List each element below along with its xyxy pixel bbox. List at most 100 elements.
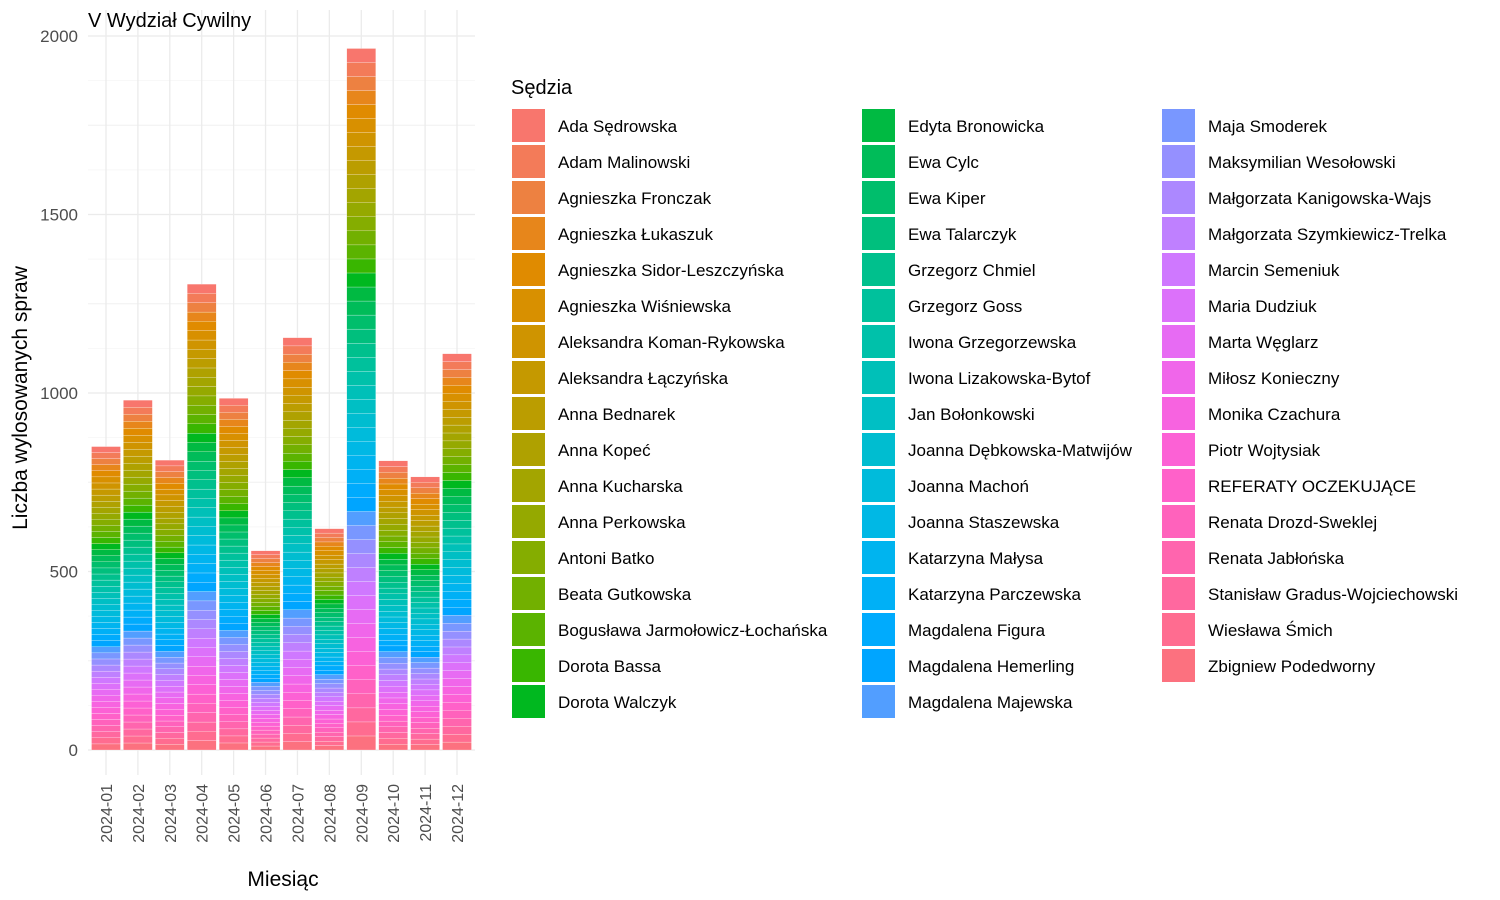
bar-segment	[282, 387, 313, 396]
bar-segment	[346, 721, 376, 737]
bar-segment	[123, 441, 153, 450]
bar-segment	[123, 644, 153, 653]
bar-segment	[91, 543, 121, 550]
bar-segment	[155, 564, 185, 571]
bar-segment	[378, 495, 408, 502]
bar-segment	[346, 609, 376, 624]
bar-segment	[187, 684, 217, 695]
bar-segment	[314, 741, 344, 746]
legend-item: Bogusława Jarmołowicz-Łochańska	[512, 613, 828, 646]
bar-segment	[123, 693, 153, 702]
bar-segment	[187, 377, 217, 387]
legend-item: Antoni Batko	[512, 541, 654, 574]
bar-segment	[314, 723, 344, 728]
legend-swatch	[862, 109, 895, 142]
bar-segment	[378, 680, 408, 687]
bar-segment	[187, 479, 217, 490]
bar-segment	[314, 683, 344, 689]
bar-segment	[282, 370, 313, 380]
x-tick-label: 2024-04	[195, 784, 212, 843]
bar-segment	[219, 581, 249, 589]
bar-segment	[91, 573, 121, 581]
bar-segment	[91, 494, 121, 502]
bar-segment	[123, 407, 153, 415]
bar-segment	[282, 485, 313, 495]
bar-segment	[219, 538, 249, 547]
bar-segment	[314, 648, 344, 653]
bar-segment	[187, 311, 217, 322]
bar-segment	[442, 520, 472, 529]
legend-label: Maksymilian Wesołowski	[1208, 153, 1396, 172]
bars	[91, 48, 472, 751]
bar-segment	[346, 230, 376, 246]
bar-segment	[91, 719, 121, 726]
bar-segment	[250, 694, 281, 699]
bar-segment	[442, 488, 472, 497]
bar-segment	[91, 683, 121, 690]
bar-segment	[155, 593, 185, 600]
bar-segment	[250, 614, 281, 619]
bar-segment	[442, 599, 472, 608]
bar-segment	[155, 575, 185, 582]
bar-segment	[91, 610, 121, 617]
bar-segment	[410, 738, 440, 745]
y-tick-label: 500	[50, 563, 78, 582]
bar-segment	[442, 496, 472, 505]
bar-segment	[91, 664, 121, 672]
bar-segment	[250, 686, 281, 691]
bar-segment	[314, 656, 344, 662]
bar-segment	[410, 515, 440, 521]
bar-segment	[219, 658, 249, 666]
bar-segment	[378, 639, 408, 647]
bar-segment	[378, 576, 408, 583]
bar-segment	[250, 658, 281, 663]
bar-segment	[91, 592, 121, 599]
bar-segment	[378, 692, 408, 699]
bar-segment	[187, 712, 217, 723]
bar-segment	[123, 602, 153, 611]
bar-segment	[155, 697, 185, 704]
legend-label: Katarzyna Parczewska	[908, 585, 1081, 604]
bar-segment	[250, 642, 281, 647]
legend-swatch	[512, 541, 545, 574]
bar-segment	[442, 734, 472, 743]
x-axis-label: Miesiąc	[247, 868, 318, 891]
legend-label: Aleksandra Koman-Rykowska	[558, 333, 785, 352]
bar-segment	[123, 686, 153, 695]
y-axis: 0 500 1000 1500 2000	[40, 27, 78, 760]
bar-segment	[410, 493, 440, 499]
bar-segment	[123, 539, 153, 548]
legend-item: Zbigniew Podedworny	[1162, 649, 1376, 682]
legend-swatch	[512, 325, 545, 358]
legend-swatch	[862, 685, 895, 718]
bar-segment	[91, 549, 121, 556]
bar-2024-10	[378, 460, 408, 751]
bar-segment	[378, 541, 408, 548]
bar-segment	[346, 595, 376, 610]
bar-segment	[250, 558, 281, 563]
bar-segment	[346, 300, 376, 316]
bar-segment	[314, 705, 344, 711]
bar-segment	[123, 497, 153, 506]
bar-segment	[442, 686, 472, 695]
bar-segment	[187, 293, 217, 303]
bar-segment	[282, 337, 313, 347]
bar-segment	[155, 506, 185, 513]
bar-segment	[282, 560, 313, 569]
bar-segment	[123, 651, 153, 660]
bar-segment	[314, 594, 344, 600]
bar-segment	[282, 584, 313, 594]
legend-label: Anna Perkowska	[558, 513, 686, 532]
bar-segment	[442, 377, 472, 386]
bar-segment	[187, 349, 217, 359]
bar-segment	[250, 638, 281, 643]
bar-segment	[155, 459, 185, 467]
bar-segment	[442, 401, 472, 410]
bar-segment	[187, 703, 217, 713]
bar-segment	[250, 646, 281, 651]
bar-segment	[219, 595, 249, 603]
bar-segment	[442, 535, 472, 545]
bar-segment	[314, 568, 344, 574]
bar-segment	[219, 419, 249, 427]
bar-segment	[219, 623, 249, 631]
